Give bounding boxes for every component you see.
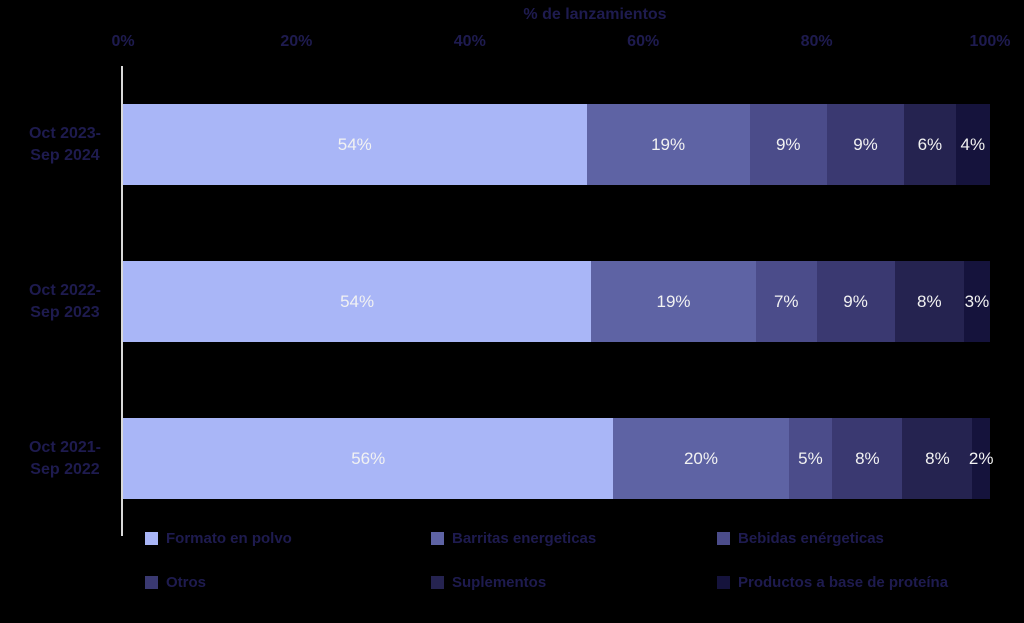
stacked-bar: 54% 19% 9% 9% 6% 4% — [123, 104, 990, 185]
bar-value-label: 2% — [968, 448, 994, 468]
bar-segment: 19% — [591, 261, 756, 342]
legend-item: Barritas energeticas — [431, 530, 596, 547]
bar-value-label: 6% — [917, 134, 943, 154]
legend-swatch — [431, 576, 444, 589]
x-axis-tick-label: 0% — [111, 33, 135, 50]
legend-swatch — [717, 576, 730, 589]
bar-segment: 54% — [123, 104, 587, 185]
bar-segment: 3% — [963, 261, 990, 342]
bar-value-label: 3% — [964, 291, 990, 311]
bar-segment: 56% — [123, 418, 614, 499]
bar-value-label: 8% — [925, 448, 950, 468]
legend-swatch — [145, 576, 158, 589]
legend-label: Suplementos — [452, 574, 547, 591]
bar-value-label: 20% — [683, 448, 718, 468]
legend-item: Bebidas enérgeticas — [717, 530, 884, 547]
legend-item: Suplementos — [431, 574, 546, 591]
bar-segment: 2% — [969, 418, 993, 499]
bar-value-label: 8% — [916, 291, 942, 311]
x-axis-tick-label: 20% — [280, 33, 313, 50]
legend-item: Otros — [145, 574, 206, 591]
category-label: Oct 2021- Sep 2022 — [28, 438, 102, 478]
bar-segment: 8% — [902, 418, 973, 499]
bar-segment: 7% — [755, 261, 817, 342]
category-label: Oct 2023- Sep 2024 — [28, 124, 102, 164]
bar-row: Oct 2022- Sep 2023 54% 19% 7% 9% 8% 3% — [0, 261, 1024, 342]
bar-segment: 9% — [816, 261, 895, 342]
x-axis-tick-label: 60% — [627, 33, 660, 50]
x-axis-tick-label: 80% — [800, 33, 833, 50]
legend-swatch — [717, 532, 730, 545]
bar-value-label: 54% — [340, 291, 375, 311]
bar-value-label: 9% — [775, 134, 801, 154]
bar-value-label: 9% — [843, 291, 868, 311]
bar-value-label: 4% — [960, 134, 986, 154]
legend-label: Otros — [166, 574, 207, 591]
x-axis-tick-label: 100% — [969, 33, 1011, 50]
bar-segment: 9% — [826, 104, 905, 185]
bar-value-label: 54% — [337, 134, 372, 154]
category-label: Oct 2022- Sep 2023 — [28, 281, 102, 321]
bar-segment: 9% — [749, 104, 827, 185]
x-axis-tick-label: 40% — [453, 33, 486, 50]
y-axis-line — [121, 66, 123, 536]
legend-item: Formato en polvo — [145, 530, 292, 547]
legend-item: Productos a base de proteína — [717, 574, 948, 591]
legend-swatch — [145, 532, 158, 545]
bar-row: Oct 2023- Sep 2024 54% 19% 9% 9% 6% 4% — [0, 104, 1024, 185]
bar-segment: 20% — [613, 418, 789, 499]
bar-value-label: 5% — [798, 448, 823, 468]
bar-segment: 54% — [123, 261, 592, 342]
bar-value-label: 19% — [656, 291, 691, 311]
bar-segment: 6% — [904, 104, 956, 185]
bar-value-label: 9% — [853, 134, 878, 154]
legend-label: Formato en polvo — [166, 530, 292, 547]
bar-segment: 19% — [586, 104, 750, 185]
bar-row: Oct 2021- Sep 2022 56% 20% 5% 8% 8% 2% — [0, 418, 1024, 499]
bar-segment: 5% — [788, 418, 833, 499]
bar-segment: 4% — [955, 104, 990, 185]
bar-segment: 8% — [894, 261, 964, 342]
bar-value-label: 19% — [651, 134, 686, 154]
bar-segment: 8% — [832, 418, 903, 499]
bar-value-label: 7% — [773, 291, 799, 311]
legend-swatch — [431, 532, 444, 545]
legend-label: Barritas energeticas — [452, 530, 597, 547]
stacked-bar: 54% 19% 7% 9% 8% 3% — [123, 261, 990, 342]
chart-title: % de lanzamientos — [523, 6, 667, 23]
legend-label: Bebidas enérgeticas — [738, 530, 884, 547]
stacked-bar: 56% 20% 5% 8% 8% 2% — [123, 418, 993, 499]
legend-label: Productos a base de proteína — [738, 574, 949, 591]
bar-value-label: 8% — [855, 448, 880, 468]
bar-value-label: 56% — [351, 448, 386, 468]
